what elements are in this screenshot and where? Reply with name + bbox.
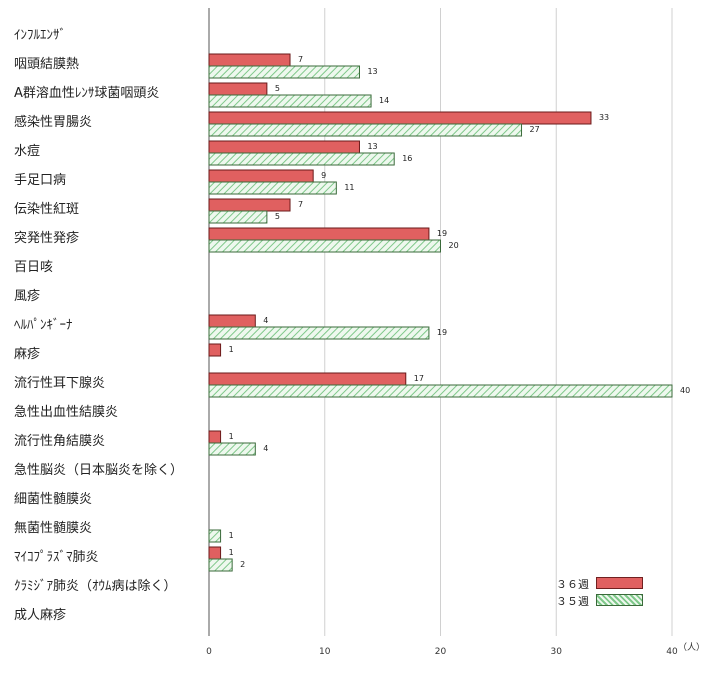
category-label: 伝染性紅斑 bbox=[14, 202, 79, 217]
category-label: 流行性耳下腺炎 bbox=[14, 376, 105, 391]
bar-week35 bbox=[208, 326, 430, 340]
data-label: 5 bbox=[275, 212, 280, 221]
data-label: 9 bbox=[321, 171, 326, 180]
bar-week36 bbox=[208, 198, 291, 212]
bar-week36 bbox=[208, 546, 222, 560]
bar-week36 bbox=[208, 314, 256, 328]
x-tick-label: 0 bbox=[206, 647, 212, 657]
bar-week36 bbox=[208, 169, 314, 183]
bar-week35 bbox=[208, 239, 441, 253]
data-label: 1 bbox=[229, 548, 234, 557]
category-label: 百日咳 bbox=[14, 260, 53, 275]
category-label: 細菌性髄膜炎 bbox=[14, 492, 92, 507]
data-label: 20 bbox=[449, 241, 459, 250]
bar-week36 bbox=[208, 227, 430, 241]
category-label: 水痘 bbox=[14, 144, 40, 159]
bar-week36 bbox=[208, 343, 222, 357]
category-label: 流行性角結膜炎 bbox=[14, 434, 105, 449]
legend-label-35: ３５週 bbox=[556, 595, 589, 608]
legend-swatch-35 bbox=[596, 594, 643, 606]
bar-week36 bbox=[208, 53, 291, 67]
data-label: 14 bbox=[379, 96, 389, 105]
category-label: ﾏｲｺﾌﾟﾗｽﾞﾏ肺炎 bbox=[14, 550, 99, 565]
data-label: 11 bbox=[344, 183, 354, 192]
bar-week35 bbox=[208, 123, 523, 137]
category-label: ｸﾗﾐｼﾞｱ肺炎（ｵｳﾑ病は除く） bbox=[14, 579, 177, 594]
bar-week36 bbox=[208, 372, 407, 386]
data-label: 5 bbox=[275, 84, 280, 93]
x-tick-label: 20 bbox=[435, 647, 447, 657]
bar-week35 bbox=[208, 442, 256, 456]
x-unit-label: （人） bbox=[678, 642, 705, 653]
category-label: 突発性発疹 bbox=[14, 230, 79, 246]
category-label: ｲﾝﾌﾙｴﾝｻﾞ bbox=[14, 28, 66, 43]
category-label: 手足口病 bbox=[14, 173, 66, 188]
data-label: 1 bbox=[229, 432, 234, 441]
category-label: 感染性胃腸炎 bbox=[14, 114, 92, 130]
data-label: 17 bbox=[414, 374, 424, 383]
data-label: 13 bbox=[367, 142, 377, 151]
data-label: 4 bbox=[263, 316, 268, 325]
data-label: 33 bbox=[599, 113, 609, 122]
bar-week35 bbox=[208, 558, 233, 572]
bar-week35 bbox=[208, 181, 337, 195]
category-label: 成人麻疹 bbox=[14, 607, 66, 623]
bar-week35 bbox=[208, 384, 673, 398]
bar-week35 bbox=[208, 529, 222, 543]
category-label: 無菌性髄膜炎 bbox=[14, 521, 92, 536]
bar-week36 bbox=[208, 430, 222, 444]
legend-item-36: ３６週 bbox=[556, 575, 656, 591]
bar-week36 bbox=[208, 111, 592, 125]
bar-week35 bbox=[208, 210, 268, 224]
bar-week35 bbox=[208, 94, 372, 108]
data-label: 13 bbox=[367, 67, 377, 76]
category-label: 急性出血性結膜炎 bbox=[14, 405, 118, 420]
bar-week36 bbox=[208, 140, 360, 154]
data-label: 1 bbox=[229, 531, 234, 540]
data-label: 1 bbox=[229, 345, 234, 354]
legend-swatch-36 bbox=[596, 577, 643, 589]
category-label: 急性脳炎（日本脳炎を除く） bbox=[14, 463, 183, 478]
category-label: 麻疹 bbox=[14, 346, 40, 362]
bar-week35 bbox=[208, 152, 395, 166]
category-label: 風疹 bbox=[14, 288, 40, 304]
data-label: 19 bbox=[437, 229, 447, 238]
data-label: 7 bbox=[298, 55, 303, 64]
data-label: 27 bbox=[530, 125, 540, 134]
legend-label-36: ３６週 bbox=[556, 578, 589, 591]
category-label: 咽頭結膜熱 bbox=[14, 57, 79, 72]
data-label: 4 bbox=[263, 444, 268, 453]
category-label: ﾍﾙﾊﾟﾝｷﾞｰﾅ bbox=[14, 318, 73, 333]
legend-item-35: ３５週 bbox=[556, 592, 656, 608]
data-label: 7 bbox=[298, 200, 303, 209]
x-tick-label: 40 bbox=[666, 647, 678, 657]
x-tick-label: 10 bbox=[319, 647, 331, 657]
x-tick-label: 30 bbox=[551, 647, 563, 657]
data-label: 40 bbox=[680, 386, 690, 395]
category-label: A群溶血性ﾚﾝｻ球菌咽頭炎 bbox=[14, 86, 159, 101]
bar-week36 bbox=[208, 82, 268, 96]
bar-week35 bbox=[208, 65, 360, 79]
data-label: 2 bbox=[240, 560, 245, 569]
data-label: 16 bbox=[402, 154, 412, 163]
legend: ３６週 ３５週 bbox=[556, 575, 656, 609]
data-label: 19 bbox=[437, 328, 447, 337]
